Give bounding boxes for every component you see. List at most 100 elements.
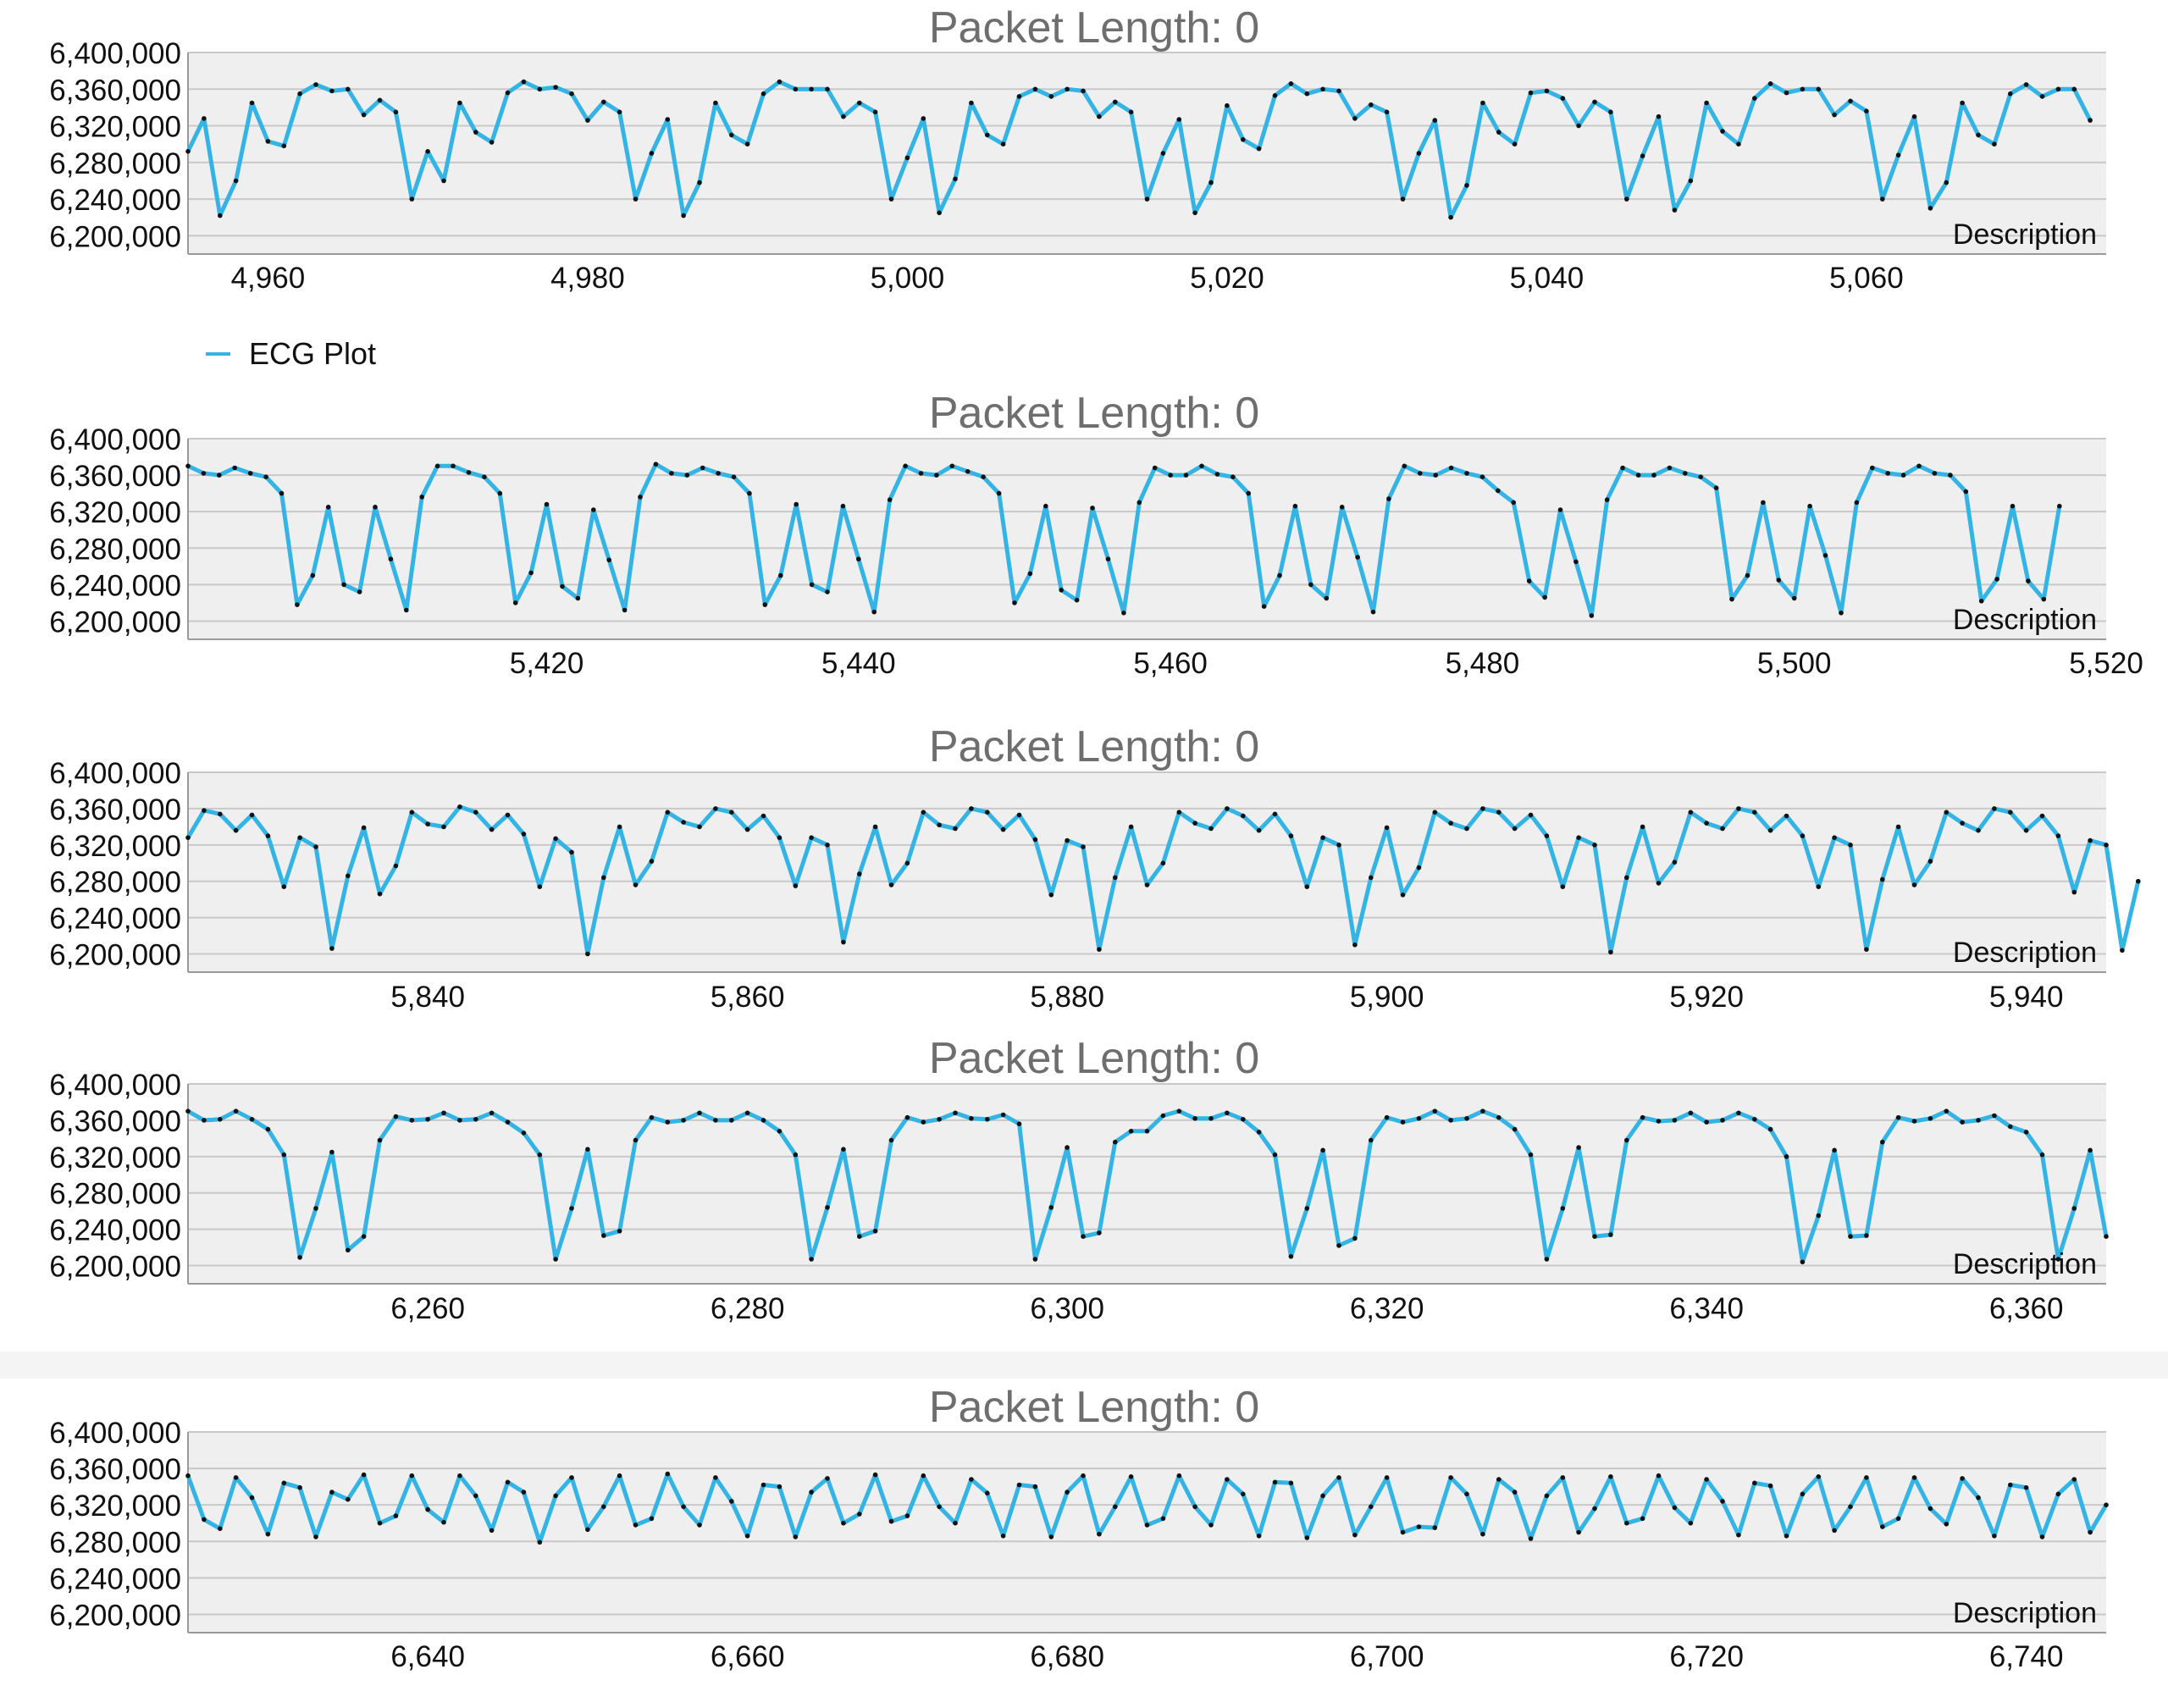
x-tick-label: 5,880 bbox=[1030, 981, 1104, 1014]
data-point bbox=[361, 1234, 367, 1239]
data-point bbox=[1978, 599, 1984, 604]
data-point bbox=[185, 463, 191, 469]
data-point bbox=[809, 86, 814, 92]
data-point bbox=[1292, 503, 1298, 509]
data-point bbox=[872, 1472, 878, 1478]
data-point bbox=[2039, 813, 2045, 819]
data-point bbox=[731, 474, 737, 479]
chart-description: Description bbox=[1953, 1597, 2097, 1629]
data-point bbox=[1160, 1113, 1166, 1119]
right-margin bbox=[2151, 0, 2168, 1708]
data-point bbox=[1208, 1116, 1214, 1121]
data-point bbox=[537, 884, 543, 889]
y-tick-label: 6,320,000 bbox=[49, 111, 181, 144]
y-tick-label: 6,320,000 bbox=[49, 1490, 181, 1523]
data-point bbox=[441, 1110, 446, 1116]
data-point bbox=[841, 113, 846, 119]
data-point bbox=[1576, 1145, 1581, 1150]
data-point bbox=[1384, 1114, 1390, 1120]
data-point bbox=[591, 507, 596, 512]
y-tick-label: 6,200,000 bbox=[49, 939, 181, 972]
data-point bbox=[744, 141, 750, 146]
y-tick-label: 6,280,000 bbox=[49, 1178, 181, 1211]
data-point bbox=[1944, 1108, 1950, 1114]
x-tick-label: 5,000 bbox=[871, 262, 945, 295]
data-point bbox=[617, 109, 622, 115]
data-point bbox=[713, 1118, 718, 1123]
data-point bbox=[649, 1114, 655, 1120]
y-tick-label: 6,320,000 bbox=[49, 1141, 181, 1175]
data-point bbox=[1208, 1523, 1214, 1528]
data-point bbox=[2055, 1491, 2061, 1497]
data-point bbox=[1752, 810, 1757, 815]
data-point bbox=[1640, 1114, 1645, 1120]
data-point bbox=[1704, 1477, 1709, 1482]
data-point bbox=[1059, 588, 1064, 593]
legend-label: ECG Plot bbox=[249, 336, 376, 371]
data-point bbox=[1895, 824, 1901, 830]
data-point bbox=[1199, 463, 1204, 469]
data-point bbox=[713, 806, 718, 811]
data-point bbox=[601, 875, 606, 881]
data-point bbox=[329, 1490, 335, 1495]
data-point bbox=[489, 826, 495, 832]
data-point bbox=[729, 132, 734, 138]
chart-panel-4: 6,400,0006,360,0006,320,0006,280,0006,24… bbox=[49, 1034, 2109, 1325]
y-tick-label: 6,400,000 bbox=[49, 423, 181, 456]
data-point bbox=[1065, 1145, 1070, 1150]
data-point bbox=[297, 835, 302, 840]
data-point bbox=[1097, 1531, 1102, 1537]
y-tick-label: 6,240,000 bbox=[49, 569, 181, 602]
data-point bbox=[872, 824, 878, 830]
data-point bbox=[1512, 826, 1518, 832]
data-point bbox=[2120, 948, 2125, 953]
data-point bbox=[872, 1229, 878, 1234]
data-point bbox=[263, 474, 268, 479]
data-point bbox=[1720, 1499, 1725, 1504]
data-point bbox=[1608, 1474, 1613, 1479]
data-point bbox=[1168, 473, 1173, 478]
y-tick-label: 6,320,000 bbox=[49, 496, 181, 529]
data-point bbox=[346, 1496, 351, 1502]
data-point bbox=[1241, 813, 1246, 819]
data-point bbox=[1081, 1473, 1086, 1479]
data-point bbox=[1911, 882, 1917, 887]
data-point bbox=[1121, 611, 1126, 616]
data-point bbox=[872, 109, 878, 115]
data-point bbox=[466, 470, 472, 475]
data-point bbox=[1113, 1139, 1118, 1145]
data-point bbox=[2039, 1534, 2045, 1539]
data-point bbox=[653, 462, 659, 467]
data-point bbox=[1885, 471, 1890, 476]
data-point bbox=[1839, 611, 1844, 616]
x-tick-label: 6,740 bbox=[1989, 1640, 2064, 1673]
data-point bbox=[2010, 503, 2016, 509]
data-point bbox=[441, 1519, 446, 1525]
data-point bbox=[1528, 1536, 1534, 1541]
data-point bbox=[585, 1147, 590, 1152]
data-point bbox=[1369, 1504, 1374, 1510]
data-point bbox=[521, 1490, 527, 1495]
x-tick-label: 6,640 bbox=[390, 1640, 465, 1673]
data-point bbox=[633, 882, 639, 887]
data-point bbox=[419, 495, 425, 500]
data-point bbox=[1672, 1505, 1678, 1511]
data-point bbox=[346, 86, 351, 92]
data-point bbox=[1720, 129, 1725, 134]
data-point bbox=[361, 825, 367, 831]
x-tick-label: 5,860 bbox=[711, 981, 785, 1014]
data-point bbox=[585, 1527, 590, 1533]
x-tick-label: 6,720 bbox=[1669, 1640, 1744, 1673]
data-point bbox=[473, 130, 478, 135]
data-point bbox=[1976, 132, 1981, 138]
data-point bbox=[1090, 506, 1095, 511]
data-point bbox=[1272, 1479, 1278, 1485]
data-point bbox=[1976, 1495, 1981, 1501]
data-point bbox=[606, 557, 611, 563]
data-point bbox=[2088, 1147, 2093, 1153]
data-point bbox=[1916, 463, 1922, 469]
data-point bbox=[697, 824, 702, 830]
data-point bbox=[760, 1482, 766, 1488]
data-point bbox=[1651, 473, 1656, 478]
